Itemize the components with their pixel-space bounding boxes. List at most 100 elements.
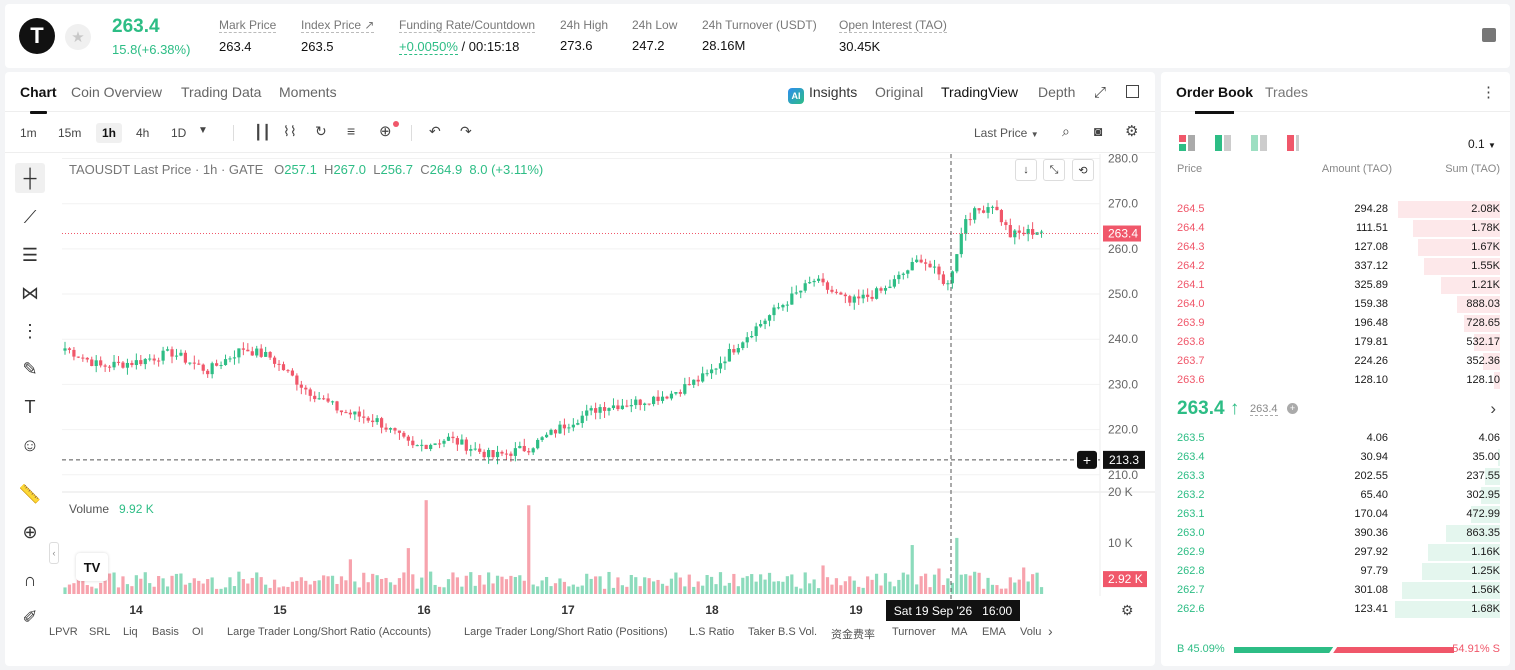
horizontal-lines-icon[interactable]: ☰ bbox=[21, 244, 39, 265]
brush-icon[interactable]: ✎ bbox=[22, 358, 38, 379]
tab-depth[interactable]: Depth bbox=[1038, 84, 1076, 100]
last-price: 263.4 bbox=[112, 16, 160, 37]
candle-body bbox=[527, 451, 531, 453]
tab-original[interactable]: Original bbox=[875, 84, 924, 100]
volume-bar bbox=[437, 586, 442, 594]
timeframe-15m[interactable]: 15m bbox=[58, 126, 82, 140]
bid-row[interactable]: 262.6 123.41 1.68K bbox=[1161, 600, 1510, 619]
tab-trades[interactable]: Trades bbox=[1265, 84, 1309, 100]
indicator-taker-vol[interactable]: Taker B.S Vol. bbox=[748, 626, 818, 638]
chevron-right-icon[interactable]: › bbox=[1048, 623, 1053, 639]
bid-row[interactable]: 263.4 30.94 35.00 bbox=[1161, 448, 1510, 467]
timeframe-1m[interactable]: 1m bbox=[20, 126, 37, 140]
candle-body bbox=[402, 432, 406, 437]
ask-row[interactable]: 264.3 127.08 1.67K bbox=[1161, 238, 1510, 257]
volume-bar bbox=[874, 573, 879, 594]
templates-icon[interactable]: ≡ bbox=[347, 123, 356, 139]
ask-row[interactable]: 263.8 179.81 532.17 bbox=[1161, 333, 1510, 352]
bid-row[interactable]: 263.3 202.55 237.55 bbox=[1161, 467, 1510, 486]
indicator-volume[interactable]: Volu bbox=[1020, 626, 1042, 638]
bid-row[interactable]: 263.5 4.06 4.06 bbox=[1161, 429, 1510, 448]
zoom-in-icon[interactable]: ⊕ bbox=[22, 521, 38, 542]
candle-body bbox=[696, 379, 700, 382]
info-plus-icon[interactable]: + bbox=[1287, 403, 1298, 414]
timeframe-1h[interactable]: 1h bbox=[96, 123, 123, 143]
candles-icon[interactable]: ┃┃ bbox=[254, 124, 271, 140]
ruler-icon[interactable]: 📏 bbox=[18, 483, 42, 504]
tab-chart[interactable]: Chart bbox=[20, 84, 57, 114]
tab-moments[interactable]: Moments bbox=[279, 84, 337, 100]
search-icon[interactable]: ⌕ bbox=[1062, 123, 1070, 139]
fib-icon[interactable]: ⋮ bbox=[21, 320, 39, 341]
crosshair-icon[interactable]: ┼ bbox=[15, 163, 45, 193]
window-icon[interactable] bbox=[1126, 85, 1139, 98]
gear-icon[interactable]: ⚙ bbox=[1125, 123, 1139, 140]
ask-row[interactable]: 263.9 196.48 728.65 bbox=[1161, 314, 1510, 333]
more-icon[interactable]: ⋮ bbox=[1481, 84, 1496, 101]
volume-bar bbox=[977, 572, 981, 594]
auto-scale-icon[interactable]: ⟲ bbox=[1072, 159, 1094, 181]
bid-row[interactable]: 262.7 301.08 1.56K bbox=[1161, 581, 1510, 600]
precision-select[interactable]: 0.1 ▼ bbox=[1468, 137, 1496, 151]
candle-body bbox=[959, 233, 963, 255]
indicator-ls-ratio[interactable]: L.S Ratio bbox=[689, 626, 735, 638]
ask-row[interactable]: 264.5 294.28 2.08K bbox=[1161, 200, 1510, 219]
trend-line-icon[interactable]: ⟋ bbox=[23, 206, 37, 227]
tab-coin-overview[interactable]: Coin Overview bbox=[71, 84, 163, 100]
scroll-down-icon[interactable]: ↓ bbox=[1015, 159, 1037, 181]
tab-tradingview[interactable]: TradingView bbox=[941, 84, 1019, 100]
emoji-icon[interactable]: ☺ bbox=[20, 434, 40, 455]
ask-row[interactable]: 264.2 337.12 1.55K bbox=[1161, 257, 1510, 276]
indicator-srl[interactable]: SRL bbox=[89, 626, 111, 638]
timeframe-1d[interactable]: 1D bbox=[171, 126, 187, 140]
bid-row[interactable]: 262.9 297.92 1.16K bbox=[1161, 543, 1510, 562]
volume-bar bbox=[638, 586, 642, 594]
camera-icon[interactable]: ◙ bbox=[1094, 123, 1103, 139]
favorite-star-icon[interactable]: ★ bbox=[65, 24, 91, 50]
indicators-icon[interactable]: ⌇⌇ bbox=[283, 123, 297, 139]
bid-row[interactable]: 263.2 65.40 302.95 bbox=[1161, 486, 1510, 505]
ask-row[interactable]: 264.1 325.89 1.21K bbox=[1161, 276, 1510, 295]
book-icon[interactable] bbox=[1482, 28, 1496, 42]
chevron-right-icon[interactable]: › bbox=[1490, 399, 1496, 418]
settings-small-icon[interactable]: ⚙ bbox=[1121, 602, 1134, 618]
volume-bar bbox=[107, 573, 112, 594]
tab-trading-data[interactable]: Trading Data bbox=[181, 84, 262, 100]
bid-row[interactable]: 263.1 170.04 472.99 bbox=[1161, 505, 1510, 524]
price-source-select[interactable]: Last Price ▼ bbox=[974, 126, 1039, 140]
ask-row[interactable]: 263.7 224.26 352.36 bbox=[1161, 352, 1510, 371]
indicator-basis[interactable]: Basis bbox=[152, 626, 179, 638]
ask-row[interactable]: 264.4 111.51 1.78K bbox=[1161, 219, 1510, 238]
indicator-funding[interactable]: 资金费率 bbox=[831, 629, 875, 641]
candle-body bbox=[995, 206, 999, 211]
book-view-toggles[interactable] bbox=[1179, 135, 1299, 153]
magnet-icon[interactable]: ∩ bbox=[23, 569, 37, 590]
pencil-lock-icon[interactable]: ✐ bbox=[22, 606, 38, 627]
bid-row[interactable]: 263.0 390.36 863.35 bbox=[1161, 524, 1510, 543]
redo-icon[interactable]: ↷ bbox=[460, 123, 472, 139]
ask-row[interactable]: 264.0 159.38 888.03 bbox=[1161, 295, 1510, 314]
indicator-lt-positions[interactable]: Large Trader Long/Short Ratio (Positions… bbox=[464, 626, 668, 638]
text-tool-icon[interactable]: T bbox=[24, 396, 36, 417]
indicator-ma[interactable]: MA bbox=[951, 626, 968, 638]
replay-icon[interactable]: ↻ bbox=[315, 123, 327, 139]
pattern-icon[interactable]: ⋈ bbox=[21, 282, 39, 303]
bid-row[interactable]: 262.8 97.79 1.25K bbox=[1161, 562, 1510, 581]
undo-icon[interactable]: ↶ bbox=[429, 123, 441, 139]
tab-insights[interactable]: AI Insights bbox=[788, 84, 857, 104]
candle-body bbox=[669, 393, 674, 399]
timeframe-4h[interactable]: 4h bbox=[136, 126, 150, 140]
chevron-down-icon[interactable]: ▼ bbox=[198, 125, 208, 136]
indicator-oi[interactable]: OI bbox=[192, 626, 204, 638]
collapse-toolbar-icon[interactable]: ‹ bbox=[49, 542, 59, 564]
fit-icon[interactable]: ⤡ bbox=[1043, 159, 1065, 181]
indicator-liq[interactable]: Liq bbox=[123, 626, 138, 638]
indicator-lpvr[interactable]: LPVR bbox=[49, 626, 78, 638]
indicator-turnover[interactable]: Turnover bbox=[892, 626, 936, 638]
indicator-lt-accounts[interactable]: Large Trader Long/Short Ratio (Accounts) bbox=[227, 626, 432, 638]
alert-add-icon[interactable]: ⊕ bbox=[379, 121, 399, 140]
tab-order-book[interactable]: Order Book bbox=[1176, 84, 1254, 114]
indicator-ema[interactable]: EMA bbox=[982, 626, 1006, 638]
ask-row[interactable]: 263.6 128.10 128.10 bbox=[1161, 371, 1510, 390]
expand-icon[interactable]: ⤢ bbox=[1094, 84, 1107, 101]
